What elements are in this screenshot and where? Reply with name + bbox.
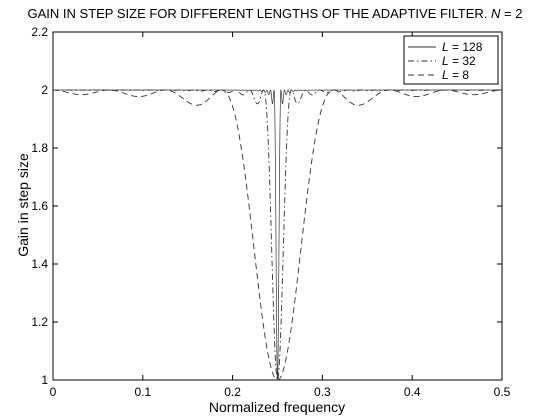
x-tick-label: 0.1: [134, 385, 151, 399]
y-tick-label: 1.2: [31, 315, 48, 329]
y-tick-label: 1.6: [31, 199, 48, 213]
y-tick-label: 1.4: [31, 257, 48, 271]
legend-label-L8: L = 8: [442, 68, 469, 82]
x-tick-label: 0.4: [404, 385, 421, 399]
x-tick-label: 0.2: [224, 385, 241, 399]
x-axis-label: Normalized frequency: [209, 399, 345, 415]
plot-area: 0 0.1 0.2 0.3 0.4 0.5 1 1.2 1.4 1.6 1.8 2 2.2: [31, 25, 510, 399]
chart-title-main: GAIN IN STEP SIZE FOR DIFFERENT LENGTHS …: [28, 6, 488, 21]
y-tick-label: 2.2: [31, 25, 48, 39]
y-axis-label: Gain in step size: [15, 153, 31, 257]
series-line-L32: [53, 89, 502, 381]
chart-title-n-var: N: [491, 6, 501, 21]
series-line-L8: [53, 89, 502, 381]
series-line-L128: [53, 89, 502, 381]
chart-title-n-eq: = 2: [500, 6, 522, 21]
x-tick-label: 0: [50, 385, 57, 399]
legend-label-L32: L = 32: [442, 54, 476, 68]
y-tick-label: 1: [41, 373, 48, 387]
x-tick-label: 0.5: [494, 385, 511, 399]
legend-label-L128: L = 128: [442, 40, 483, 54]
x-tick-label: 0.3: [314, 385, 331, 399]
y-tick-label: 1.8: [31, 141, 48, 155]
legend-box: [403, 35, 499, 85]
chart-title: GAIN IN STEP SIZE FOR DIFFERENT LENGTHS …: [28, 6, 523, 21]
y-tick-label: 2: [41, 83, 48, 97]
